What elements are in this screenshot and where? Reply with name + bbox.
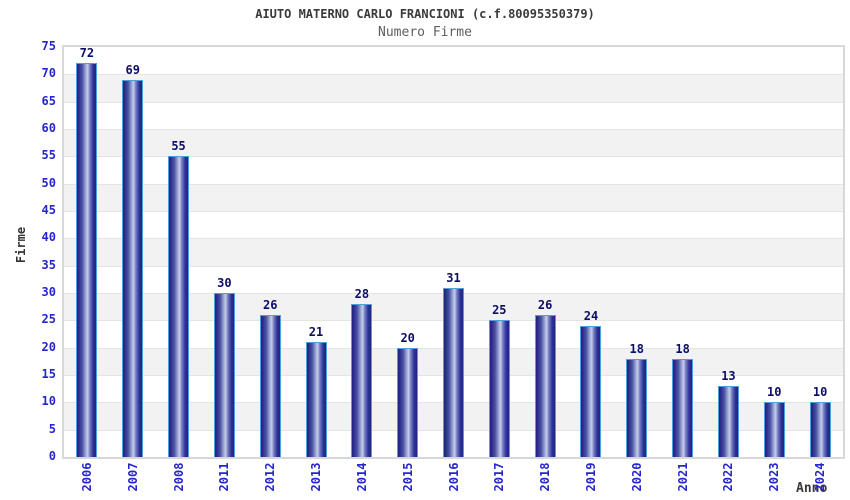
bar-2023 xyxy=(763,402,785,457)
bar-2011 xyxy=(213,293,235,457)
bar-value-label: 18 xyxy=(675,341,690,356)
x-tick-2020: 2020 xyxy=(629,462,644,492)
x-axis-label: Anno xyxy=(796,481,828,496)
bar-2017 xyxy=(488,320,510,457)
x-tick-2019: 2019 xyxy=(583,462,598,492)
bar-value-label: 13 xyxy=(721,368,736,383)
bar-value-label: 69 xyxy=(125,62,140,77)
gridline xyxy=(64,183,843,185)
x-tick-2011: 2011 xyxy=(217,462,232,492)
y-tick-20: 20 xyxy=(41,339,56,354)
bar-value-label: 26 xyxy=(537,297,553,312)
bar-2018 xyxy=(534,314,556,457)
x-tick-2008: 2008 xyxy=(171,462,186,492)
x-tick-2015: 2015 xyxy=(400,462,415,492)
bar-value-label: 10 xyxy=(767,385,782,400)
plot-band xyxy=(64,211,843,239)
x-tick-2013: 2013 xyxy=(309,462,324,492)
gridline xyxy=(64,238,843,240)
chart-subtitle: Numero Firme xyxy=(378,25,472,40)
x-tick-2016: 2016 xyxy=(446,462,461,492)
x-tick-2018: 2018 xyxy=(538,462,553,492)
gridline xyxy=(64,211,843,212)
bar-2007 xyxy=(122,79,144,457)
bar-2012 xyxy=(259,314,281,457)
y-tick-10: 10 xyxy=(41,394,56,409)
bar-value-label: 21 xyxy=(308,325,324,340)
bar-value-label: 26 xyxy=(262,297,278,312)
bar-value-label: 30 xyxy=(217,276,232,290)
y-tick-30: 30 xyxy=(41,285,56,299)
bar-2006 xyxy=(76,63,98,457)
plot-area: 72 69 55 30 26 21 28 20 31 25 26 24 18 18 13 10 10 xyxy=(62,45,845,459)
y-tick-75: 75 xyxy=(41,39,56,53)
chart-title: AIUTO MATERNO CARLO FRANCIONI (c.f.80095… xyxy=(255,7,595,21)
y-tick-50: 50 xyxy=(41,175,56,190)
x-tick-2022: 2022 xyxy=(721,462,736,492)
gridline xyxy=(64,74,843,76)
bar-2021 xyxy=(672,358,694,457)
plot-band xyxy=(64,129,843,157)
gridline xyxy=(64,156,843,158)
y-tick-35: 35 xyxy=(41,257,56,272)
plot-band xyxy=(64,156,843,184)
bar-2019 xyxy=(580,325,602,457)
bar-value-label: 18 xyxy=(629,341,644,356)
bar-2022 xyxy=(717,385,739,457)
y-tick-25: 25 xyxy=(41,312,56,327)
x-tick-2007: 2007 xyxy=(125,462,140,492)
y-tick-0: 0 xyxy=(48,449,56,463)
bar-value-label: 24 xyxy=(583,308,599,323)
x-tick-2024: 2024 xyxy=(813,462,828,492)
gridline xyxy=(64,129,843,130)
y-tick-65: 65 xyxy=(41,93,56,108)
y-tick-40: 40 xyxy=(41,230,56,245)
bar-2020 xyxy=(626,358,648,457)
bar-2024 xyxy=(809,402,831,457)
bar-2015 xyxy=(397,347,419,457)
bar-value-label: 31 xyxy=(446,270,461,285)
plot-band xyxy=(64,238,843,266)
bar-value-label: 25 xyxy=(492,303,507,318)
y-tick-55: 55 xyxy=(41,148,56,163)
bar-2014 xyxy=(351,303,373,457)
plot-band xyxy=(64,183,843,211)
x-tick-2017: 2017 xyxy=(492,462,507,492)
plot-band xyxy=(64,101,843,129)
x-tick-2006: 2006 xyxy=(79,462,94,492)
bar-2013 xyxy=(305,342,327,457)
x-tick-2021: 2021 xyxy=(675,462,690,492)
plot-band xyxy=(64,74,843,102)
x-tick-2012: 2012 xyxy=(263,462,278,492)
bar-value-label: 20 xyxy=(400,330,415,345)
bar-value-label: 28 xyxy=(354,286,370,301)
bar-value-label: 72 xyxy=(79,46,95,61)
bar-2008 xyxy=(168,156,190,457)
gridline xyxy=(64,101,843,103)
y-tick-70: 70 xyxy=(41,66,56,81)
y-tick-5: 5 xyxy=(48,421,56,436)
gridline xyxy=(64,265,843,267)
y-tick-15: 15 xyxy=(41,367,56,381)
plot-band xyxy=(64,47,843,75)
bar-2016 xyxy=(443,287,464,457)
x-tick-2014: 2014 xyxy=(354,462,369,492)
y-tick-60: 60 xyxy=(41,121,56,135)
bar-value-label: 55 xyxy=(171,139,186,154)
bar-value-label: 10 xyxy=(812,385,828,400)
y-tick-45: 45 xyxy=(41,203,56,217)
x-tick-2023: 2023 xyxy=(767,462,782,492)
